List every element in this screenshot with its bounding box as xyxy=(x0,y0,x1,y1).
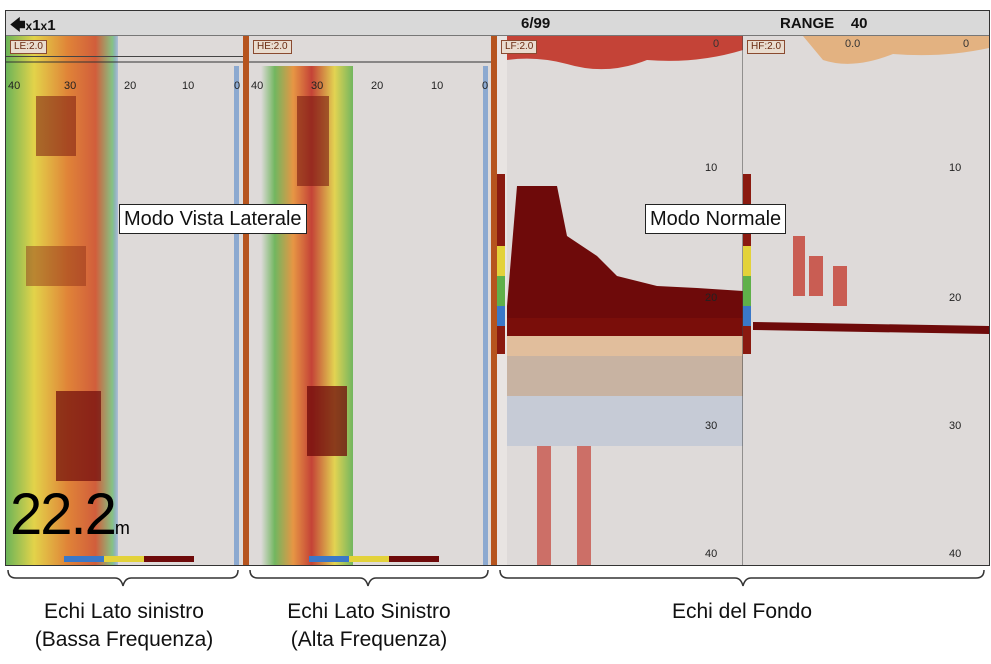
brace-he xyxy=(249,569,489,587)
depth-readout: 22.2m xyxy=(10,481,130,548)
zoom-indicator[interactable]: 🡄x1x1 xyxy=(10,15,56,40)
hf-frequency-label: HF:2.0 xyxy=(747,40,786,54)
label-left-low-line2: (Bassa Frequenza) xyxy=(34,628,214,651)
panel-lf-normal[interactable]: LF:2.0 0 10 20 30 40 xyxy=(497,36,743,565)
depth-unit: m xyxy=(114,518,130,538)
label-left-high-frequency: Echi Lato Sinistro (Alta Frequenza) xyxy=(250,598,488,654)
le-echo-display xyxy=(6,36,243,565)
back-arrow-icon: 🡄 xyxy=(10,17,26,34)
hf-depth-30: 30 xyxy=(949,420,962,432)
he-scale-20: 20 xyxy=(371,80,384,92)
label-left-low-line1: Echi Lato sinistro xyxy=(44,600,204,623)
label-left-high-line2: (Alta Frequenza) xyxy=(290,628,448,651)
le-scale-30: 30 xyxy=(64,80,77,92)
le-scale-10: 10 xyxy=(182,80,195,92)
divider-le-he xyxy=(243,36,249,565)
zoom-value-2: 1 xyxy=(47,17,56,34)
he-scale-30: 30 xyxy=(311,80,324,92)
range-label: RANGE xyxy=(780,15,835,32)
callout-side-view-mode: Modo Vista Laterale xyxy=(119,204,307,234)
range-value: 40 xyxy=(850,15,868,32)
zoom-prefix: x xyxy=(25,19,33,33)
he-frequency-label: HE:2.0 xyxy=(253,40,292,54)
brace-bottom xyxy=(499,569,985,587)
bottom-braces xyxy=(7,569,985,587)
le-scale-40: 40 xyxy=(8,80,21,92)
he-scale-40: 40 xyxy=(251,80,264,92)
panel-he-side-view[interactable]: HE:2.0 40 30 20 10 0 xyxy=(249,36,491,565)
le-scale-labels: 40 30 20 10 0 xyxy=(6,80,243,94)
top-status-bar: 🡄x1x1 6/99 RANGE 40 xyxy=(6,11,989,36)
lf-top-value: 0 xyxy=(713,38,720,50)
callout-normal-mode: Modo Normale xyxy=(645,204,787,234)
lf-echo-display xyxy=(497,36,743,565)
he-scale-labels: 40 30 20 10 0 xyxy=(249,80,491,94)
he-scale-0: 0 xyxy=(482,80,489,92)
label-bottom-echoes: Echi del Fondo xyxy=(671,600,813,623)
he-scale-10: 10 xyxy=(431,80,444,92)
hf-top-value: 0.0 xyxy=(845,38,861,50)
range-indicator: RANGE 40 xyxy=(780,15,868,32)
divider-he-lf xyxy=(491,36,497,565)
hf-depth-40: 40 xyxy=(949,548,962,560)
lf-depth-20: 20 xyxy=(705,292,718,304)
he-echo-display xyxy=(249,61,491,565)
hf-depth-10: 10 xyxy=(949,162,962,174)
panel-le-side-view[interactable]: LE:2.0 40 30 20 10 0 xyxy=(6,36,243,565)
zoom-separator: x xyxy=(40,19,48,33)
depth-value: 22.2 xyxy=(10,482,117,547)
lf-depth-40: 40 xyxy=(705,548,718,560)
fish-finder-screen: 🡄x1x1 6/99 RANGE 40 xyxy=(5,10,990,566)
label-left-high-line1: Echi Lato Sinistro xyxy=(287,600,451,623)
hf-echo-display xyxy=(743,36,989,565)
brace-le xyxy=(7,569,239,587)
lf-depth-30: 30 xyxy=(705,420,718,432)
le-scale-0: 0 xyxy=(234,80,241,92)
page-indicator: 6/99 xyxy=(521,15,551,32)
hf-depth-20: 20 xyxy=(949,292,962,304)
zoom-value-1: 1 xyxy=(32,17,41,34)
le-scale-20: 20 xyxy=(124,80,137,92)
le-frequency-label: LE:2.0 xyxy=(10,40,47,54)
hf-top-value-2: 0 xyxy=(963,38,970,50)
lf-depth-10: 10 xyxy=(705,162,718,174)
label-left-low-frequency: Echi Lato sinistro (Bassa Frequenza) xyxy=(8,598,240,654)
lf-frequency-label: LF:2.0 xyxy=(501,40,538,54)
panel-hf-normal[interactable]: HF:2.0 0.0 0 10 20 30 40 xyxy=(743,36,989,565)
